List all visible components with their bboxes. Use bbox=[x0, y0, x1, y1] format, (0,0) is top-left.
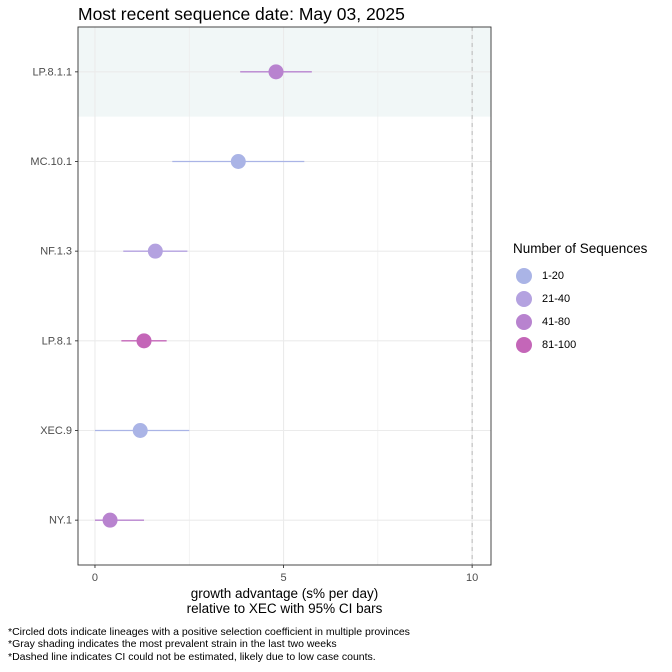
data-point bbox=[230, 154, 246, 169]
y-tick-label: NY.1 bbox=[49, 515, 72, 527]
data-point bbox=[268, 64, 284, 80]
data-point bbox=[136, 333, 152, 349]
x-tick-label: 10 bbox=[466, 572, 478, 584]
chart-title: Most recent sequence date: May 03, 2025 bbox=[78, 4, 405, 24]
legend-swatch bbox=[516, 313, 532, 330]
footnote-gray-shading: *Gray shading indicates the most prevale… bbox=[8, 638, 337, 651]
legend: Number of Sequences 1-20 21-40 41-80 81-… bbox=[513, 241, 647, 356]
legend-item-21-40: 21-40 bbox=[513, 287, 647, 310]
legend-item-81-100: 81-100 bbox=[513, 333, 647, 356]
legend-label: 21-40 bbox=[542, 292, 571, 305]
y-tick-label: XEC.9 bbox=[40, 425, 72, 437]
legend-swatch bbox=[516, 336, 532, 353]
data-point bbox=[132, 423, 148, 438]
x-tick-label: 5 bbox=[280, 572, 286, 584]
y-tick-label: LP.8.1.1 bbox=[32, 66, 72, 78]
legend-item-41-80: 41-80 bbox=[513, 310, 647, 333]
x-axis-label-line2: relative to XEC with 95% CI bars bbox=[186, 601, 383, 616]
footnotes: *Circled dots indicate lineages with a p… bbox=[8, 626, 410, 663]
x-axis-label-line1: growth advantage (s% per day) bbox=[190, 586, 379, 601]
legend-swatch bbox=[516, 290, 532, 307]
plot-border bbox=[77, 26, 492, 566]
legend-title: Number of Sequences bbox=[513, 241, 648, 256]
data-point bbox=[147, 243, 163, 259]
footnote-dashed-line: *Dashed line indicates CI could not be e… bbox=[8, 650, 376, 663]
legend-label: 81-100 bbox=[542, 338, 577, 351]
x-tick-label: 0 bbox=[92, 572, 98, 584]
y-tick-label: NF.1.3 bbox=[40, 246, 72, 258]
legend-swatch bbox=[516, 267, 532, 284]
legend-item-1-20: 1-20 bbox=[513, 264, 647, 287]
data-point bbox=[102, 512, 118, 528]
y-tick-label: MC.10.1 bbox=[30, 156, 72, 168]
y-tick-label: LP.8.1 bbox=[42, 335, 72, 347]
x-axis-label: growth advantage (s% per day) relative t… bbox=[78, 586, 491, 616]
legend-label: 1-20 bbox=[542, 269, 565, 282]
legend-label: 41-80 bbox=[542, 315, 571, 328]
footnote-circled-dots: *Circled dots indicate lineages with a p… bbox=[8, 626, 410, 638]
